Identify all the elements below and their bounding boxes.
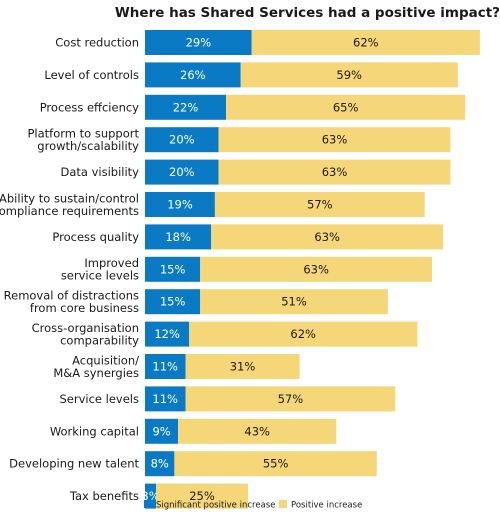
data-label-significant: 15% [160, 262, 186, 276]
category-label: Process quality [52, 230, 139, 244]
bar-positive-increase [156, 483, 248, 509]
bar-significant-increase [145, 386, 186, 412]
bar-positive-increase [218, 159, 451, 185]
bar-positive-increase [178, 418, 337, 444]
bar-significant-increase [145, 289, 201, 315]
category-label: Data visibility [60, 165, 139, 179]
bar-positive-increase [200, 289, 388, 315]
data-label-significant: 26% [180, 68, 206, 82]
bar-positive-increase [218, 127, 451, 153]
data-label-positive: 62% [353, 36, 379, 50]
data-label-positive: 63% [314, 230, 340, 244]
data-label-positive: 31% [230, 360, 256, 374]
bar-significant-increase [145, 192, 215, 217]
data-label-significant: 3% [141, 489, 159, 503]
bar-significant-increase [145, 321, 190, 347]
data-label-positive: 57% [307, 198, 333, 212]
data-label-positive: 59% [336, 68, 362, 82]
category-label: Acquisition/M&A synergies [53, 353, 139, 380]
bar-positive-increase [211, 224, 443, 250]
data-label-significant: 12% [154, 327, 180, 341]
data-label-positive: 51% [281, 295, 307, 309]
bar-significant-increase [145, 62, 241, 88]
bar-significant-increase [145, 94, 226, 120]
category-label: Cross-organisation comparability [32, 321, 140, 348]
bar-positive-increase [240, 62, 458, 88]
data-label-significant: 8% [151, 457, 169, 471]
bar-positive-increase [174, 451, 377, 477]
category-label: Cost reduction [55, 36, 139, 50]
bar-positive-increase [189, 321, 418, 347]
data-label-positive: 63% [322, 133, 348, 147]
bar-significant-increase [145, 256, 201, 282]
bar-significant-increase [145, 483, 156, 509]
chart-title: Where has Shared Services had a positive… [114, 5, 500, 21]
bar-positive-increase [185, 354, 300, 379]
bar-significant-increase [145, 354, 186, 379]
data-label-significant: 20% [169, 133, 195, 147]
bar-significant-increase [145, 127, 219, 153]
category-label: Removal of distractions from core busines… [4, 288, 139, 315]
bar-significant-increase [145, 30, 252, 55]
data-label-significant: 20% [169, 165, 195, 179]
data-label-positive: 43% [244, 424, 270, 438]
category-label: Platform to support growth/scalability [27, 126, 139, 153]
bar-significant-increase [145, 159, 219, 185]
category-label: Ability to sustain/control compliance req… [0, 191, 139, 218]
data-label-significant: 29% [186, 36, 212, 50]
category-label: Improved service levels [61, 256, 139, 283]
bar-positive-increase [185, 386, 396, 412]
category-label: Working capital [50, 424, 139, 438]
data-label-significant: 15% [160, 295, 186, 309]
category-label: Tax benefits [69, 489, 139, 503]
bar-significant-increase [145, 224, 212, 250]
legend-label-significant: Significant positive increase [156, 501, 275, 511]
data-label-positive: 55% [263, 457, 289, 471]
category-label: Developing new talent [9, 457, 139, 471]
data-label-significant: 18% [165, 230, 191, 244]
data-label-significant: 11% [152, 360, 178, 374]
data-label-positive: 63% [322, 165, 348, 179]
legend-swatch-significant [144, 500, 152, 508]
bar-positive-increase [214, 192, 425, 217]
bar-positive-increase [251, 30, 480, 55]
bar-significant-increase [145, 451, 175, 477]
data-label-significant: 9% [152, 424, 170, 438]
category-label: Process effciency [40, 100, 139, 114]
data-label-positive: 57% [278, 392, 304, 406]
data-label-significant: 22% [173, 100, 199, 114]
category-label: Service levels [60, 392, 140, 406]
legend-swatch-positive [279, 500, 287, 508]
data-label-significant: 11% [152, 392, 178, 406]
bar-significant-increase [145, 418, 179, 444]
data-label-significant: 19% [167, 198, 193, 212]
data-label-positive: 25% [189, 489, 215, 503]
category-label: Level of controls [44, 68, 139, 82]
bar-positive-increase [200, 256, 432, 282]
data-label-positive: 63% [303, 262, 329, 276]
bar-positive-increase [226, 94, 466, 120]
legend-label-positive: Positive increase [291, 501, 362, 511]
data-label-positive: 65% [333, 100, 359, 114]
data-label-positive: 62% [290, 327, 316, 341]
